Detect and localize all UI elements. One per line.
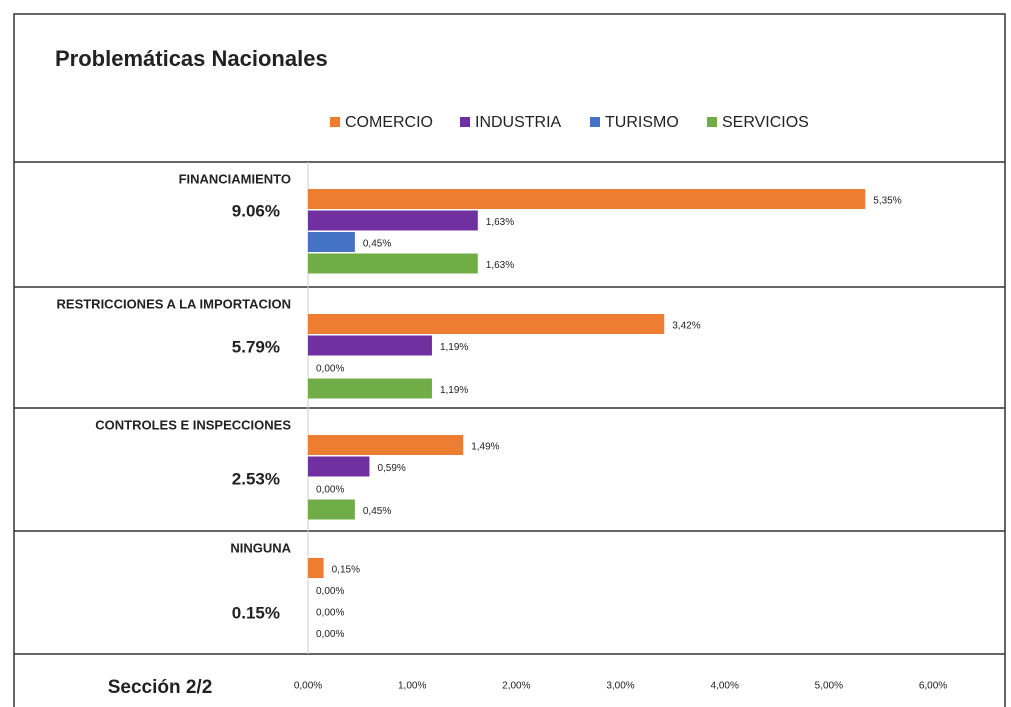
legend-label: TURISMO — [605, 114, 679, 131]
value-label: 0,00% — [316, 586, 344, 597]
value-label: 0,00% — [316, 629, 344, 640]
value-label: 1,63% — [486, 217, 514, 228]
value-label: 5,35% — [873, 196, 901, 207]
bar — [308, 314, 665, 334]
value-label: 0,00% — [316, 364, 344, 375]
bar — [308, 558, 324, 578]
category-label: FINANCIAMIENTO — [179, 171, 291, 186]
legend-swatch — [460, 117, 470, 127]
x-tick-label: 1,00% — [398, 681, 426, 692]
bar — [308, 210, 478, 231]
bar — [308, 435, 464, 455]
x-tick-label: 2,00% — [502, 681, 530, 692]
chart-title: Problemáticas Nacionales — [55, 46, 328, 71]
category-total: 0.15% — [232, 603, 280, 622]
legend-swatch — [707, 117, 717, 127]
x-tick-label: 6,00% — [919, 681, 947, 692]
x-tick-label: 3,00% — [606, 681, 634, 692]
bar — [308, 232, 355, 252]
category-total: 2.53% — [232, 469, 280, 488]
x-tick-label: 5,00% — [815, 681, 843, 692]
value-label: 0,00% — [316, 485, 344, 496]
value-label: 0,59% — [377, 463, 405, 474]
bar — [308, 335, 432, 356]
bar — [308, 499, 355, 520]
value-label: 1,19% — [440, 342, 468, 353]
category-total: 9.06% — [232, 201, 280, 220]
category-label: RESTRICCIONES A LA IMPORTACION — [57, 296, 291, 311]
footer: Sección 2/2 — [108, 677, 213, 698]
x-tick-label: 0,00% — [294, 681, 322, 692]
legend-label: COMERCIO — [345, 114, 433, 131]
legend-label: SERVICIOS — [722, 114, 809, 131]
legend-swatch — [590, 117, 600, 127]
legend-label: INDUSTRIA — [475, 114, 562, 131]
bar — [308, 456, 370, 477]
bar — [308, 378, 432, 399]
bar — [308, 189, 866, 209]
x-tick-label: 4,00% — [710, 681, 738, 692]
category-label: NINGUNA — [230, 540, 291, 555]
value-label: 1,19% — [440, 385, 468, 396]
frame — [13, 13, 1006, 707]
value-label: 1,63% — [486, 260, 514, 271]
value-label: 1,49% — [471, 442, 499, 453]
category-total: 5.79% — [232, 337, 280, 356]
value-label: 0,00% — [316, 608, 344, 619]
legend-swatch — [330, 117, 340, 127]
category-label: CONTROLES E INSPECCIONES — [95, 417, 291, 432]
value-label: 3,42% — [672, 321, 700, 332]
bar — [308, 253, 478, 274]
value-label: 0,15% — [332, 565, 360, 576]
value-label: 0,45% — [363, 506, 391, 517]
value-label: 0,45% — [363, 239, 391, 250]
